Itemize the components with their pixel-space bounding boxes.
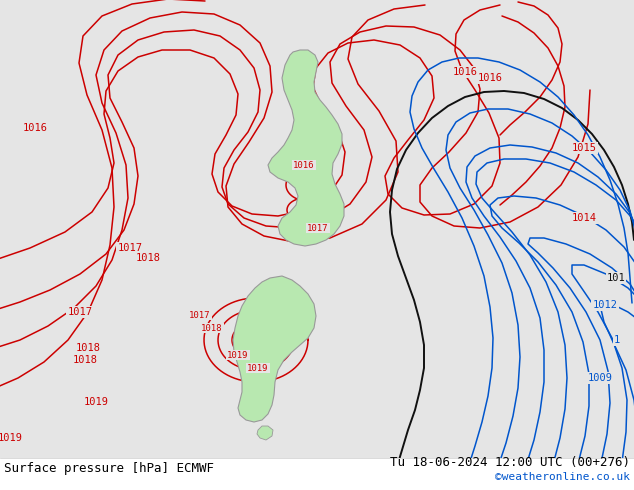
Text: ©weatheronline.co.uk: ©weatheronline.co.uk xyxy=(495,472,630,482)
Text: 1012: 1012 xyxy=(593,300,618,310)
Text: 1018: 1018 xyxy=(75,343,101,353)
Text: 1009: 1009 xyxy=(588,373,612,383)
Text: 1015: 1015 xyxy=(571,143,597,153)
Bar xyxy=(0,458,634,490)
Text: 1018: 1018 xyxy=(136,253,160,263)
Polygon shape xyxy=(257,426,273,440)
Text: 1019: 1019 xyxy=(227,350,249,360)
Text: 101: 101 xyxy=(607,273,625,283)
Polygon shape xyxy=(268,50,344,246)
Text: 1016: 1016 xyxy=(294,161,314,170)
Text: 1017: 1017 xyxy=(67,307,93,317)
Text: 1018: 1018 xyxy=(201,323,223,333)
Text: 1014: 1014 xyxy=(571,213,597,223)
Text: 1019: 1019 xyxy=(84,397,108,407)
Text: 1019: 1019 xyxy=(247,364,269,372)
Text: 1: 1 xyxy=(614,335,620,345)
Polygon shape xyxy=(233,276,316,422)
Text: 1018: 1018 xyxy=(72,355,98,365)
Text: 1016: 1016 xyxy=(477,73,503,83)
Text: 1019: 1019 xyxy=(0,433,22,443)
Text: Surface pressure [hPa] ECMWF: Surface pressure [hPa] ECMWF xyxy=(4,462,214,474)
Text: 1016: 1016 xyxy=(22,123,48,133)
Text: 1017: 1017 xyxy=(117,243,143,253)
Text: Tu 18-06-2024 12:00 UTC (00+276): Tu 18-06-2024 12:00 UTC (00+276) xyxy=(390,456,630,468)
Text: 1017: 1017 xyxy=(190,311,210,319)
Text: 1016: 1016 xyxy=(453,67,477,77)
Text: 1017: 1017 xyxy=(307,223,329,232)
